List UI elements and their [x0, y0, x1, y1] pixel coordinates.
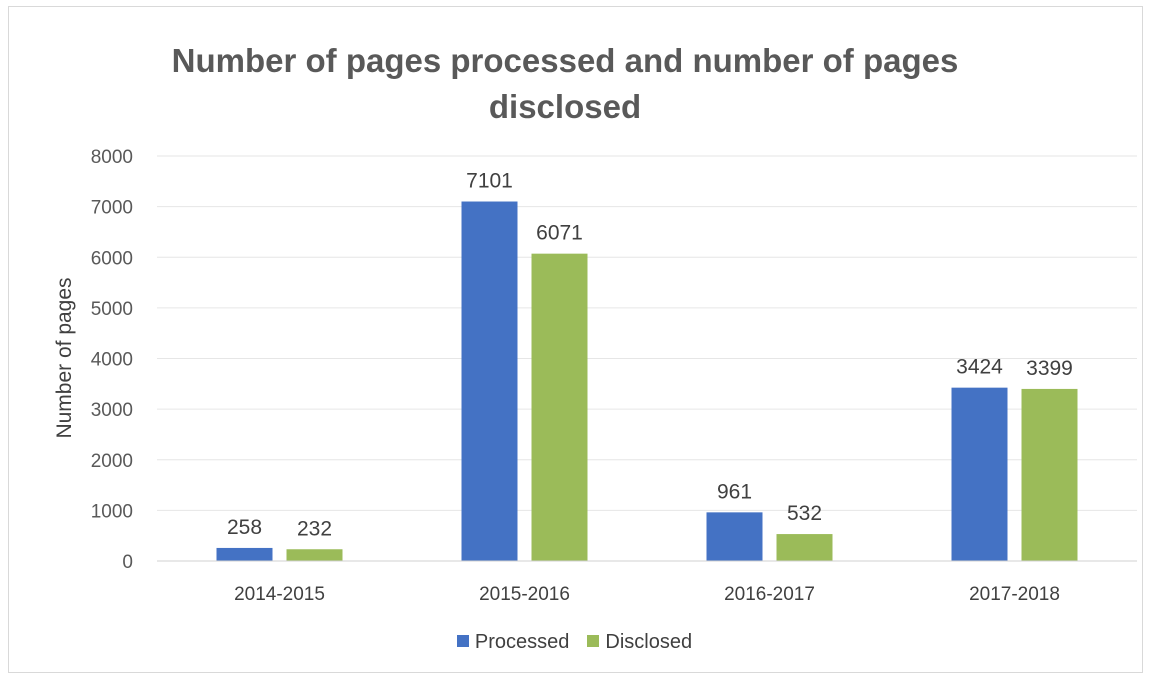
y-tick-label: 0: [122, 552, 133, 573]
legend-label: Processed: [474, 631, 570, 653]
x-category-label: 2016-2017: [724, 584, 815, 605]
chart-title: Number of pages processed and number of …: [0, 38, 1149, 130]
data-label: 3424: [956, 356, 1003, 379]
bar-processed-2015-2016: [461, 201, 518, 561]
bar-processed-2014-2015: [216, 547, 273, 561]
y-tick-label: 3000: [91, 400, 133, 421]
y-axis-label: Number of pages: [53, 277, 76, 438]
legend-swatch: [587, 635, 600, 647]
bar-disclosed-2017-2018: [1021, 388, 1078, 561]
legend-item-processed: Processed: [456, 631, 570, 654]
bars: [216, 201, 1078, 561]
legend-swatch: [456, 635, 469, 647]
bar-disclosed-2016-2017: [776, 534, 833, 561]
bar-processed-2016-2017: [706, 512, 763, 561]
x-axis-categories: 2014-2015 2015-2016 2016-2017 2017-2018: [234, 584, 1060, 605]
bar-disclosed-2015-2016: [531, 253, 588, 561]
legend: Processed Disclosed: [0, 631, 1149, 654]
y-tick-label: 5000: [91, 299, 133, 320]
y-tick-label: 7000: [91, 198, 133, 219]
bar-disclosed-2014-2015: [286, 549, 343, 561]
y-tick-label: 6000: [91, 248, 133, 269]
data-label: 6071: [536, 222, 583, 245]
data-label: 7101: [466, 170, 513, 193]
y-tick-label: 2000: [91, 451, 133, 472]
y-tick-label: 4000: [91, 350, 133, 371]
bar-processed-2017-2018: [951, 387, 1008, 561]
y-tick-label: 8000: [91, 147, 133, 168]
chart-title-line-2: disclosed: [488, 88, 642, 125]
data-label: 232: [297, 517, 332, 540]
data-labels: 258 232 7101 6071 961 532 3424 3399: [227, 170, 1073, 541]
x-category-label: 2017-2018: [969, 584, 1060, 605]
legend-label: Disclosed: [605, 631, 693, 653]
x-category-label: 2014-2015: [234, 584, 325, 605]
x-category-label: 2015-2016: [479, 584, 570, 605]
chart-title-line-1: Number of pages processed and number of …: [171, 42, 959, 79]
data-label: 258: [227, 516, 262, 539]
data-label: 532: [787, 502, 822, 525]
data-label: 3399: [1026, 357, 1073, 380]
y-axis-ticks: 0 1000 2000 3000 4000 5000 6000 7000 8000: [91, 147, 133, 573]
y-tick-label: 1000: [91, 501, 133, 522]
data-label: 961: [717, 480, 752, 503]
legend-item-disclosed: Disclosed: [587, 631, 692, 654]
